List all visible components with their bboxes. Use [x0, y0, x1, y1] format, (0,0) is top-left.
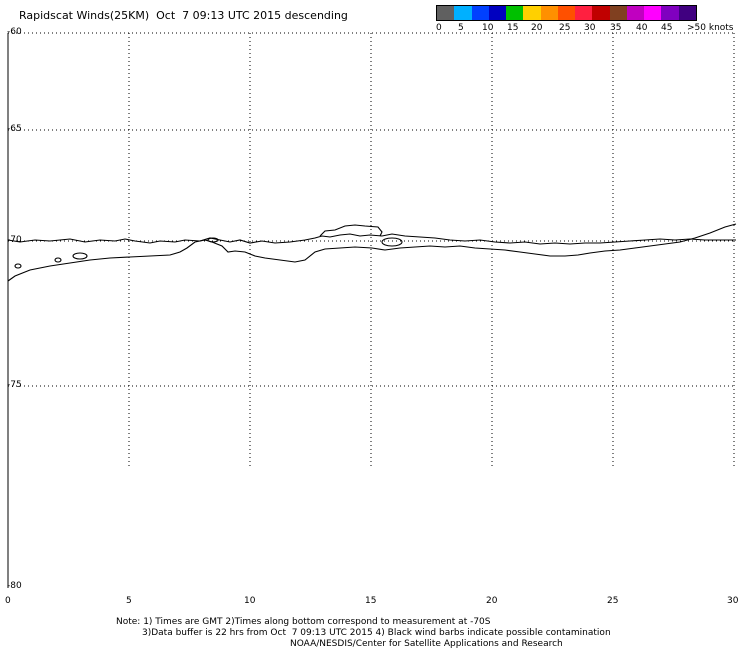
note-line-2: 3)Data buffer is 22 hrs from Oct 7 09:13… [142, 628, 611, 638]
map-title: Rapidscat Winds(25KM) Oct 7 09:13 UTC 20… [19, 9, 348, 22]
legend-color-swatch [644, 6, 662, 20]
legend-color-swatch [437, 6, 455, 20]
iceberg-outline [72, 252, 88, 260]
lon-label: 30 [727, 596, 739, 606]
legend-color-swatch [471, 6, 489, 20]
lon-label: 10 [244, 596, 256, 606]
lat-label: -75 [7, 380, 22, 390]
wind-speed-color-legend [436, 5, 697, 21]
lon-label: 15 [365, 596, 377, 606]
legend-label: 30 [584, 23, 596, 33]
legend-color-swatch [661, 6, 679, 20]
legend-color-swatch [575, 6, 593, 20]
legend-color-swatch [592, 6, 610, 20]
lat-label: -80 [7, 581, 22, 591]
legend-color-swatch [626, 6, 645, 20]
legend-label: 20 [531, 23, 543, 33]
legend-color-swatch [488, 6, 507, 20]
legend-label: 10 [482, 23, 494, 33]
iceberg-outline [381, 237, 403, 247]
note-line-3: NOAA/NESDIS/Center for Satellite Applica… [290, 639, 563, 649]
legend-label: 35 [610, 23, 622, 33]
legend-color-swatch [454, 6, 472, 20]
lon-label: 0 [5, 596, 11, 606]
legend-label: 40 [636, 23, 648, 33]
legend-label: 15 [507, 23, 519, 33]
iceberg-outline [207, 237, 219, 243]
coastline-line [7, 223, 737, 282]
longitude-gridlines [128, 33, 735, 466]
legend-color-swatch [523, 6, 541, 20]
ice-shelf-front-line [319, 224, 383, 237]
legend-color-swatch [557, 6, 576, 20]
lat-label: -60 [7, 27, 22, 37]
legend-label: 5 [458, 23, 464, 33]
lon-label: 20 [486, 596, 498, 606]
iceberg-outline [14, 263, 22, 269]
legend-label: >50 knots [687, 23, 734, 33]
legend-color-swatch [609, 6, 627, 20]
coastline [7, 223, 737, 282]
legend-label: 45 [661, 23, 673, 33]
legend-color-swatch [540, 6, 558, 20]
latitude-gridlines [8, 32, 736, 387]
lat-label: -70 [7, 235, 22, 245]
lon-label: 25 [607, 596, 619, 606]
note-line-1: Note: 1) Times are GMT 2)Times along bot… [116, 617, 491, 627]
legend-color-swatch [506, 6, 524, 20]
lat-label: -65 [7, 124, 22, 134]
iceberg-outline [54, 257, 62, 263]
legend-color-swatch [678, 6, 696, 20]
ice-shelf-edge-line [7, 233, 736, 245]
legend-label: 0 [436, 23, 442, 33]
lon-label: 5 [126, 596, 132, 606]
legend-label: 25 [559, 23, 571, 33]
